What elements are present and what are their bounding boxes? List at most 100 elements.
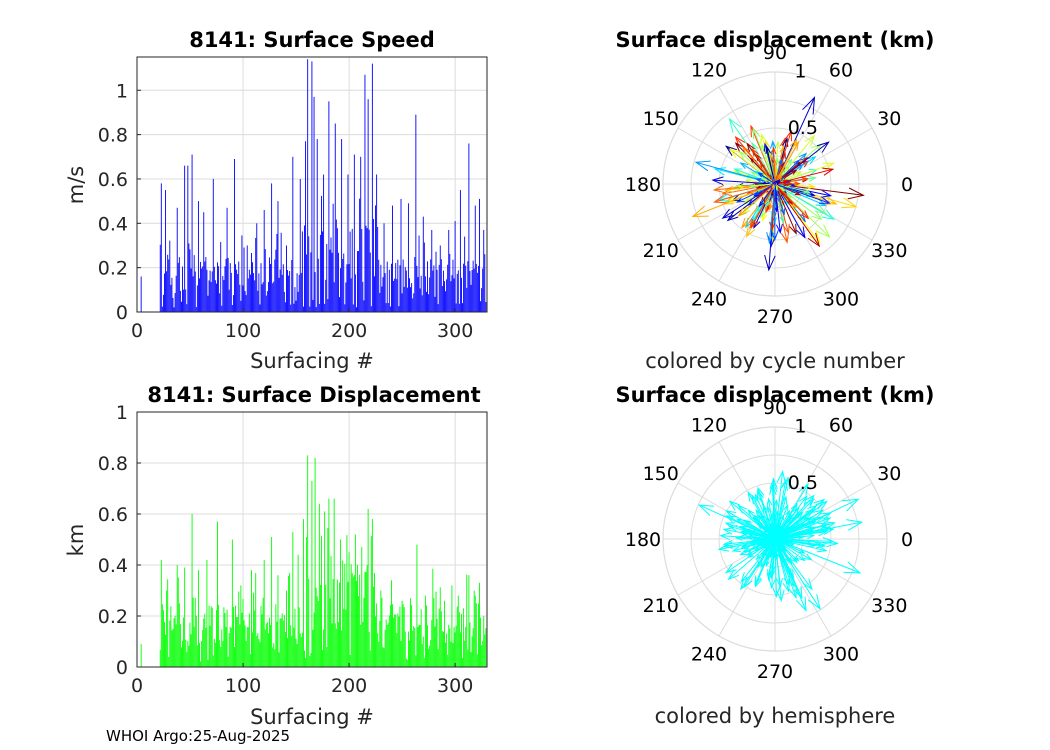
displacement-bar (208, 605, 210, 667)
polar-hemisphere-arrow-head (793, 586, 803, 600)
polar-cycle-arrow-head (811, 210, 823, 221)
speed-bar (283, 291, 285, 312)
polar-cycle-arrow-head (741, 217, 751, 229)
polar-cycle-arrow-head (783, 180, 790, 185)
polar-cycle-arrow-head (725, 145, 737, 156)
speed-bar (406, 287, 408, 312)
polar-cycle-arrow-shaft (739, 151, 776, 185)
polar-cycle-arrow-head (766, 231, 775, 244)
speed-bar (248, 269, 250, 312)
speed-bar (230, 272, 232, 312)
polar-hemisphere-arrow-head (807, 520, 817, 528)
displacement-bar (302, 519, 304, 667)
polar-hemisphere-arrow-head (769, 549, 775, 556)
displacement-bar (183, 617, 185, 667)
displacement-bar (339, 582, 340, 667)
displacement-bar (254, 610, 256, 667)
displacement-bar (182, 640, 183, 667)
displacement-bar (185, 639, 187, 667)
polar-hemisphere-arrow-head (766, 515, 771, 523)
displacement-bar (340, 539, 342, 667)
speed-bar (485, 301, 487, 312)
displacement-bar (418, 624, 420, 667)
speed-bar (374, 276, 375, 312)
polar-hemisphere-arrow-shaft (774, 521, 862, 540)
polar-cycle-arrow-head (801, 176, 809, 182)
speed-bar (367, 99, 369, 312)
polar-hemisphere-arrow-shaft (774, 516, 809, 540)
displacement-bar (297, 554, 299, 667)
displacement-bar (366, 565, 368, 667)
displacement-bar (264, 629, 266, 667)
speed-bar (376, 174, 378, 312)
polar-cycle-arrow-head (780, 231, 790, 244)
displacement-bar (410, 598, 412, 667)
displacement-bar (167, 579, 169, 667)
displacement-bar (187, 640, 189, 667)
displacement-bar (341, 630, 343, 667)
speed-bar (242, 285, 244, 312)
displacement-bar (324, 511, 326, 667)
speed-bar (359, 198, 361, 312)
polar-cycle-arrow-head (753, 190, 760, 196)
displacement-bar (241, 612, 243, 667)
polar-cycle-radius-label: 1 (794, 61, 806, 83)
polar-hemisphere-arrow-head (790, 502, 798, 512)
displacement-bar (283, 615, 285, 667)
displacement-bar (377, 633, 379, 667)
speed-bar (410, 287, 412, 312)
speed-bar (396, 279, 398, 312)
speed-bar (231, 304, 233, 312)
displacement-bar (402, 604, 404, 667)
polar-hemisphere-arrow-head (779, 514, 784, 521)
polar-hemisphere-arrow-head (802, 578, 813, 591)
polar-hemisphere-arrow-head (740, 572, 750, 583)
polar-hemisphere-arrow-shaft (774, 538, 820, 546)
polar-hemisphere-arrow-shaft (774, 538, 803, 599)
displacement-bar (479, 582, 480, 667)
speed-bar (399, 265, 401, 312)
polar-hemisphere-arrow-head (754, 575, 762, 586)
polar-hemisphere-arrow-head (724, 515, 736, 524)
displacement-bar (386, 624, 388, 667)
speed-bar (314, 272, 316, 312)
speed-bar (322, 231, 323, 312)
polar-hemisphere-arrow-head (841, 498, 860, 512)
polar-hemisphere-arrow-head (811, 540, 822, 547)
polar-hemisphere-arrow-head (745, 534, 752, 540)
displacement-bar (243, 620, 245, 667)
speed-bar (420, 275, 422, 312)
speed-bar (459, 190, 461, 312)
polar-hemisphere-arrow-head (728, 500, 740, 511)
polar-hemisphere-angle-label: 330 (871, 595, 907, 617)
speed-bar (203, 212, 205, 312)
speed-bar (206, 269, 208, 312)
speed-bar (213, 266, 215, 312)
speed-bar (302, 306, 304, 312)
speed-bar (455, 303, 457, 312)
speed-bar (481, 288, 483, 312)
speed-bar (473, 268, 475, 312)
speed-bar (356, 307, 357, 312)
speed-bar (362, 281, 364, 312)
polar-hemisphere-arrow-head (697, 504, 715, 516)
polar-hemisphere-arrow-shaft (774, 498, 859, 540)
polar-cycle-arrow-head (738, 150, 748, 160)
displacement-bar (325, 584, 327, 667)
displacement-bar (230, 627, 232, 667)
displacement-bar (248, 613, 250, 667)
speed-bar (169, 240, 171, 312)
speed-y-tick-label: 0.2 (98, 258, 128, 280)
speed-bar (317, 258, 319, 312)
displacement-bar (293, 627, 295, 667)
polar-cycle-arrow-shaft (714, 183, 776, 203)
displacement-bar (482, 640, 484, 667)
displacement-bar (249, 653, 251, 667)
polar-cycle-arrow-shaft (750, 183, 776, 228)
polar-cycle-arrow-head (799, 156, 809, 165)
displacement-bar (326, 647, 328, 667)
displacement-bar (263, 559, 265, 667)
speed-bar (442, 270, 444, 312)
displacement-bar (189, 622, 191, 667)
displacement-bar (214, 642, 216, 667)
